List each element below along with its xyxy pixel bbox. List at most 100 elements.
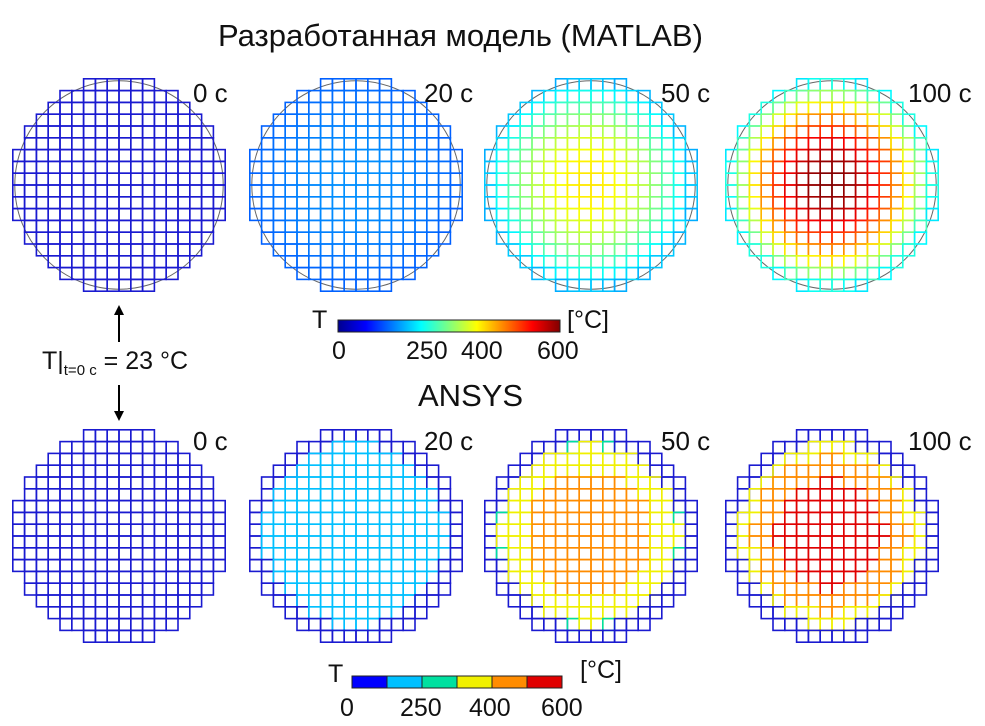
ansys-cell [296, 511, 310, 526]
ansys-cell [307, 487, 322, 502]
matlab-cell [878, 101, 892, 116]
matlab-cell [660, 172, 675, 186]
ansys-cell [343, 452, 357, 466]
matlab-cell [542, 255, 557, 269]
ansys-cell [507, 594, 521, 608]
ansys-cell [35, 476, 50, 490]
matlab-cell [531, 137, 545, 151]
matlab-cell [760, 255, 774, 269]
ansys-cell [795, 617, 810, 632]
matlab-cell [94, 278, 109, 292]
matlab-cell [795, 101, 810, 116]
ansys-cell [866, 464, 881, 478]
ansys-cell [378, 617, 393, 632]
ansys-cell [866, 487, 881, 502]
ansys-cell [106, 617, 120, 632]
ansys-cell [343, 476, 357, 490]
matlab-cell [153, 148, 167, 163]
matlab-cell [566, 148, 581, 163]
matlab-cell [566, 113, 581, 127]
ansys-cell [495, 476, 510, 490]
ansys-cell [890, 582, 904, 596]
ansys-cell [71, 499, 85, 514]
matlab-cell [82, 219, 97, 233]
matlab-cell [130, 78, 144, 92]
matlab-cell [165, 207, 179, 222]
matlab-cell [355, 255, 369, 269]
matlab-cell [901, 172, 916, 186]
matlab-cell [601, 89, 616, 104]
matlab-cell [795, 266, 810, 281]
matlab-cell [890, 172, 904, 186]
matlab-cell [736, 172, 751, 186]
ansys-cell [684, 523, 699, 537]
matlab-cell [296, 160, 310, 174]
ansys-cell [854, 546, 869, 561]
matlab-cell [795, 243, 810, 257]
matlab-cell [260, 231, 275, 245]
matlab-cell [578, 255, 592, 269]
matlab-colorbar-tick-1: 250 [406, 337, 448, 365]
matlab-cell [200, 231, 215, 245]
ansys-cell [177, 487, 191, 502]
ansys-cell [831, 464, 845, 478]
matlab-cell [495, 219, 510, 233]
ansys-cell [660, 535, 675, 549]
matlab-cell [819, 101, 833, 116]
ansys-cell [613, 428, 628, 443]
ansys-cell [260, 535, 275, 549]
ansys-cell [118, 605, 132, 620]
matlab-cell [866, 196, 881, 210]
ansys-cell [106, 511, 120, 526]
matlab-cell [366, 255, 381, 269]
matlab-cell [425, 125, 440, 139]
initial-condition-prefix: T| [42, 347, 64, 375]
ansys-cell [425, 594, 440, 608]
ansys-cell [807, 546, 822, 561]
matlab-cell [831, 101, 845, 116]
ansys-cell [590, 582, 604, 596]
ansys-cell [760, 511, 774, 526]
matlab-cell [165, 231, 179, 245]
ansys-cell [414, 487, 428, 502]
matlab-cell [795, 137, 810, 151]
ansys-cell [854, 605, 869, 620]
ansys-cell [866, 617, 881, 632]
ansys-cell [554, 546, 569, 561]
ansys-cell [366, 570, 381, 585]
ansys-cell [437, 499, 452, 514]
ansys-cell [23, 558, 38, 573]
matlab-cell [842, 231, 857, 245]
ansys-cell [296, 558, 310, 573]
ansys-cell [878, 440, 892, 455]
matlab-cell [554, 113, 569, 127]
ansys-cell [118, 629, 132, 644]
matlab-cell [59, 196, 73, 210]
matlab-cell [519, 113, 533, 127]
ansys-cell [402, 546, 416, 561]
matlab-cell [366, 207, 381, 222]
matlab-cell [637, 172, 651, 186]
ansys-cell [590, 511, 604, 526]
initial-condition-suffix: = 23 °C [103, 347, 189, 375]
ansys-cell [141, 440, 156, 455]
matlab-cell [284, 196, 298, 210]
matlab-cell [378, 113, 393, 127]
matlab-cell [23, 125, 38, 139]
ansys-cell [660, 594, 675, 608]
matlab-cell [378, 101, 393, 116]
matlab-cell [414, 113, 428, 127]
matlab-cell [495, 137, 510, 151]
matlab-cell [177, 219, 191, 233]
matlab-cell [554, 160, 569, 174]
matlab-cell [625, 266, 640, 281]
matlab-cell [625, 137, 640, 151]
matlab-cell [200, 125, 215, 139]
matlab-cell [189, 113, 203, 127]
ansys-cell [878, 523, 892, 537]
ansys-cell [366, 440, 381, 455]
ansys-cell [542, 511, 557, 526]
matlab-cell [748, 243, 763, 257]
ansys-cell [118, 452, 132, 466]
matlab-cell [331, 266, 345, 281]
